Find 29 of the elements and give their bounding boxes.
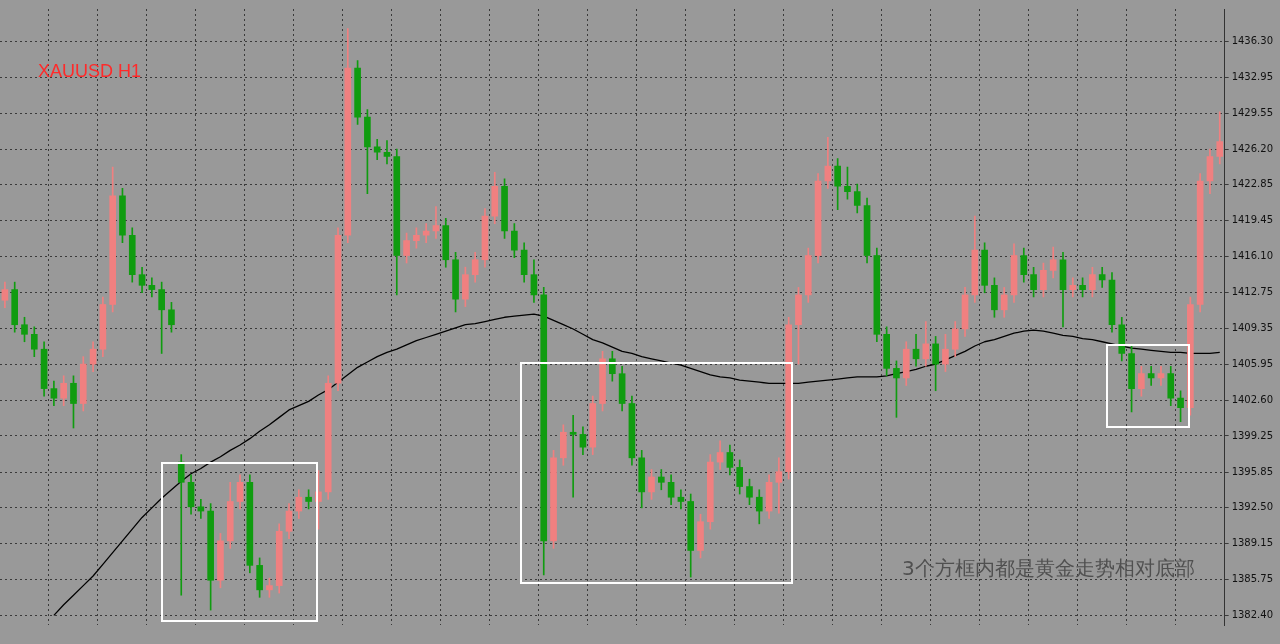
y-tick-label: 1416.10 <box>1231 250 1274 262</box>
candlestick <box>383 140 391 165</box>
candlestick <box>775 457 783 514</box>
y-tick-label: 1432.95 <box>1231 70 1274 82</box>
candlestick <box>1147 365 1155 386</box>
y-tick-label: 1409.35 <box>1231 322 1274 334</box>
y-tick-label: 1412.75 <box>1231 285 1274 297</box>
y-tick-label: 1385.75 <box>1231 573 1274 585</box>
y-tick-label: 1399.25 <box>1231 429 1274 441</box>
text: XAUUSD H1 <box>38 61 142 81</box>
y-tick-label: 1422.85 <box>1231 178 1274 190</box>
candlestick <box>432 206 440 239</box>
y-tick-label: 1436.30 <box>1231 35 1274 47</box>
candlestick <box>677 489 685 510</box>
y-tick-label: 1426.20 <box>1231 142 1274 154</box>
y-tick-label: 1392.50 <box>1231 501 1274 513</box>
y-tick-label: 1419.45 <box>1231 214 1274 226</box>
y-tick-label: 1395.85 <box>1231 465 1274 477</box>
y-tick-label: 1389.15 <box>1231 537 1274 549</box>
y-tick-label: 1382.40 <box>1231 609 1274 621</box>
candlestick <box>1157 365 1165 386</box>
candlestick <box>197 499 205 519</box>
y-tick-label: 1405.95 <box>1231 358 1274 370</box>
candlestick <box>569 414 577 498</box>
candlestick <box>422 223 430 244</box>
y-tick-label: 1429.55 <box>1231 106 1274 118</box>
annotation: 3个方框内都是黄金走势相对底部 <box>901 556 1195 580</box>
candlestick <box>177 454 185 596</box>
y-tick-label: 1402.60 <box>1231 393 1274 405</box>
